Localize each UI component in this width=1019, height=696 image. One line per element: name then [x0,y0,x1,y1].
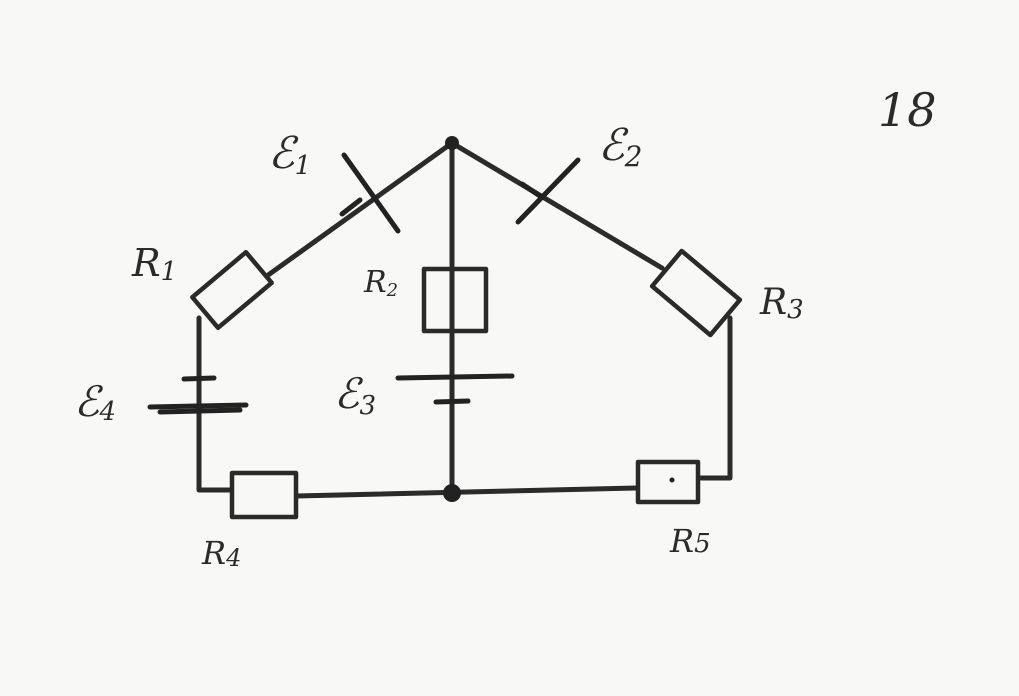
wire-left-side [196,315,235,493]
junction-bottom [443,484,461,502]
resistor-r2 [421,266,489,334]
resistor-r3 [649,248,743,338]
label-e2: ℰ2 [598,120,642,173]
r5-mark [669,477,675,483]
label-e4: ℰ4 [74,377,116,427]
emf-e2 [515,157,581,225]
figure-number: 18 [878,83,937,137]
label-e3: ℰ3 [334,369,376,421]
emf-e1 [339,152,401,234]
label-e1: ℰ1 [268,128,311,181]
emf-e4 [147,375,249,415]
junction-top [445,136,459,150]
label-r4: R4 [201,534,241,572]
wire-right-side [695,315,733,481]
wire-bottom [293,485,641,499]
resistor-r5 [635,459,701,505]
wire-top-to-r1 [261,140,455,281]
resistor-r1 [190,249,274,331]
emf-e3 [395,373,515,405]
label-r3: R3 [759,282,804,325]
label-r2: R2 [363,265,398,301]
wire-top-to-r3 [449,140,665,271]
label-r5: R5 [669,522,711,560]
resistor-r4 [229,470,299,520]
label-r1: R1 [131,241,177,287]
